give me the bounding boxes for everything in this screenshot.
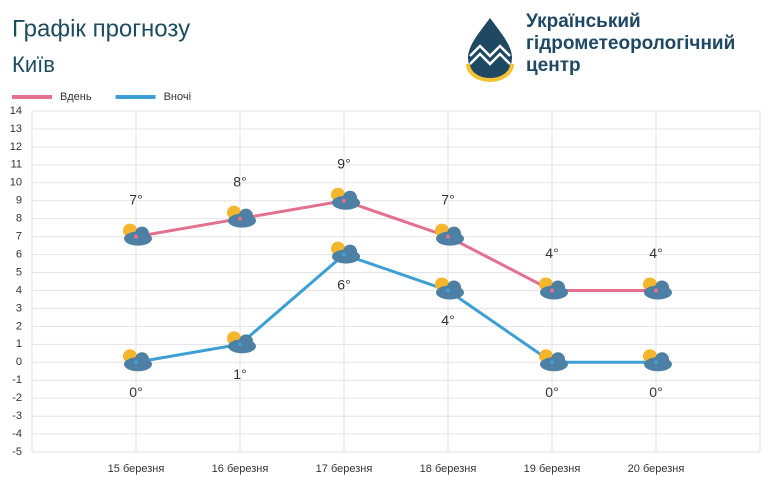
y-tick-label: 10	[10, 177, 22, 189]
data-point	[654, 360, 658, 365]
x-tick-label: 18 березня	[420, 463, 477, 475]
data-label: 8°	[233, 173, 246, 189]
org-name: гідрометеорологічний	[526, 33, 735, 54]
y-tick-label: -2	[12, 392, 22, 404]
weather-icon	[435, 277, 464, 300]
data-label: 1°	[233, 366, 246, 382]
weather-icon	[123, 349, 152, 372]
chart-subtitle: Київ	[12, 52, 55, 77]
y-tick-label: -1	[12, 374, 22, 386]
icon-cloud	[343, 190, 357, 205]
series-line	[135, 199, 656, 292]
x-tick-label: 16 березня	[212, 463, 269, 475]
data-point	[134, 234, 138, 239]
data-point	[550, 360, 554, 365]
icon-cloud	[655, 352, 669, 367]
data-label: 9°	[337, 155, 350, 171]
y-tick-label: 5	[16, 266, 22, 278]
icon-cloud	[135, 352, 149, 367]
icon-cloud	[551, 352, 565, 367]
y-tick-label: 2	[16, 320, 22, 332]
data-label: 4°	[441, 312, 454, 328]
data-point	[446, 234, 450, 239]
icon-cloud	[135, 226, 149, 241]
y-tick-label: 6	[16, 248, 22, 260]
icon-cloud	[447, 226, 461, 241]
series-line	[135, 252, 656, 364]
weather-icon	[539, 349, 568, 372]
x-tick-label: 20 березня	[628, 463, 685, 475]
data-point	[342, 198, 346, 203]
legend-label: Вночі	[164, 91, 191, 103]
weather-icon	[643, 277, 672, 300]
y-tick-label: -5	[12, 446, 22, 458]
org-name: Український	[526, 11, 641, 32]
data-label: 0°	[129, 384, 142, 400]
logo	[466, 18, 514, 82]
data-point	[550, 288, 554, 293]
weather-icon	[331, 187, 360, 210]
y-tick-label: 13	[10, 123, 22, 135]
data-label: 6°	[337, 276, 350, 292]
y-tick-label: 14	[10, 105, 22, 117]
weather-icon	[643, 349, 672, 372]
x-tick-label: 17 березня	[316, 463, 373, 475]
data-point	[238, 216, 242, 221]
data-point	[238, 342, 242, 347]
data-point	[654, 288, 658, 293]
org-name: центр	[526, 55, 581, 76]
icon-cloud	[343, 244, 357, 259]
y-tick-label: 7	[16, 231, 22, 243]
data-label: 4°	[545, 245, 558, 261]
weather-icon	[539, 277, 568, 300]
weather-icon	[227, 205, 256, 228]
y-tick-label: 8	[16, 213, 22, 225]
data-label: 4°	[649, 245, 662, 261]
y-tick-label: 12	[10, 141, 22, 153]
icon-cloud	[239, 208, 253, 223]
y-tick-label: -4	[12, 428, 22, 440]
chart-title: Графік прогнозу	[12, 15, 190, 42]
y-tick-label: -3	[12, 410, 22, 422]
weather-icon	[435, 223, 464, 246]
y-tick-label: 4	[16, 284, 22, 296]
data-label: 0°	[649, 384, 662, 400]
y-tick-label: 1	[16, 338, 22, 350]
data-label: 0°	[545, 384, 558, 400]
icon-cloud	[655, 280, 669, 295]
y-tick-label: 0	[16, 356, 22, 368]
x-tick-label: 15 березня	[108, 463, 165, 475]
icon-cloud	[551, 280, 565, 295]
icon-cloud	[447, 280, 461, 295]
weather-icon	[123, 223, 152, 246]
x-tick-label: 19 березня	[524, 463, 581, 475]
data-point	[446, 288, 450, 293]
y-tick-label: 9	[16, 195, 22, 207]
y-tick-label: 11	[11, 159, 22, 171]
weather-icon	[227, 331, 256, 354]
data-point	[134, 360, 138, 365]
icon-cloud	[239, 334, 253, 349]
data-label: 7°	[129, 191, 142, 207]
data-label: 7°	[441, 191, 454, 207]
data-point	[342, 252, 346, 257]
legend-label: Вдень	[60, 91, 92, 103]
weather-icon	[331, 241, 360, 264]
y-tick-label: 3	[16, 302, 22, 314]
